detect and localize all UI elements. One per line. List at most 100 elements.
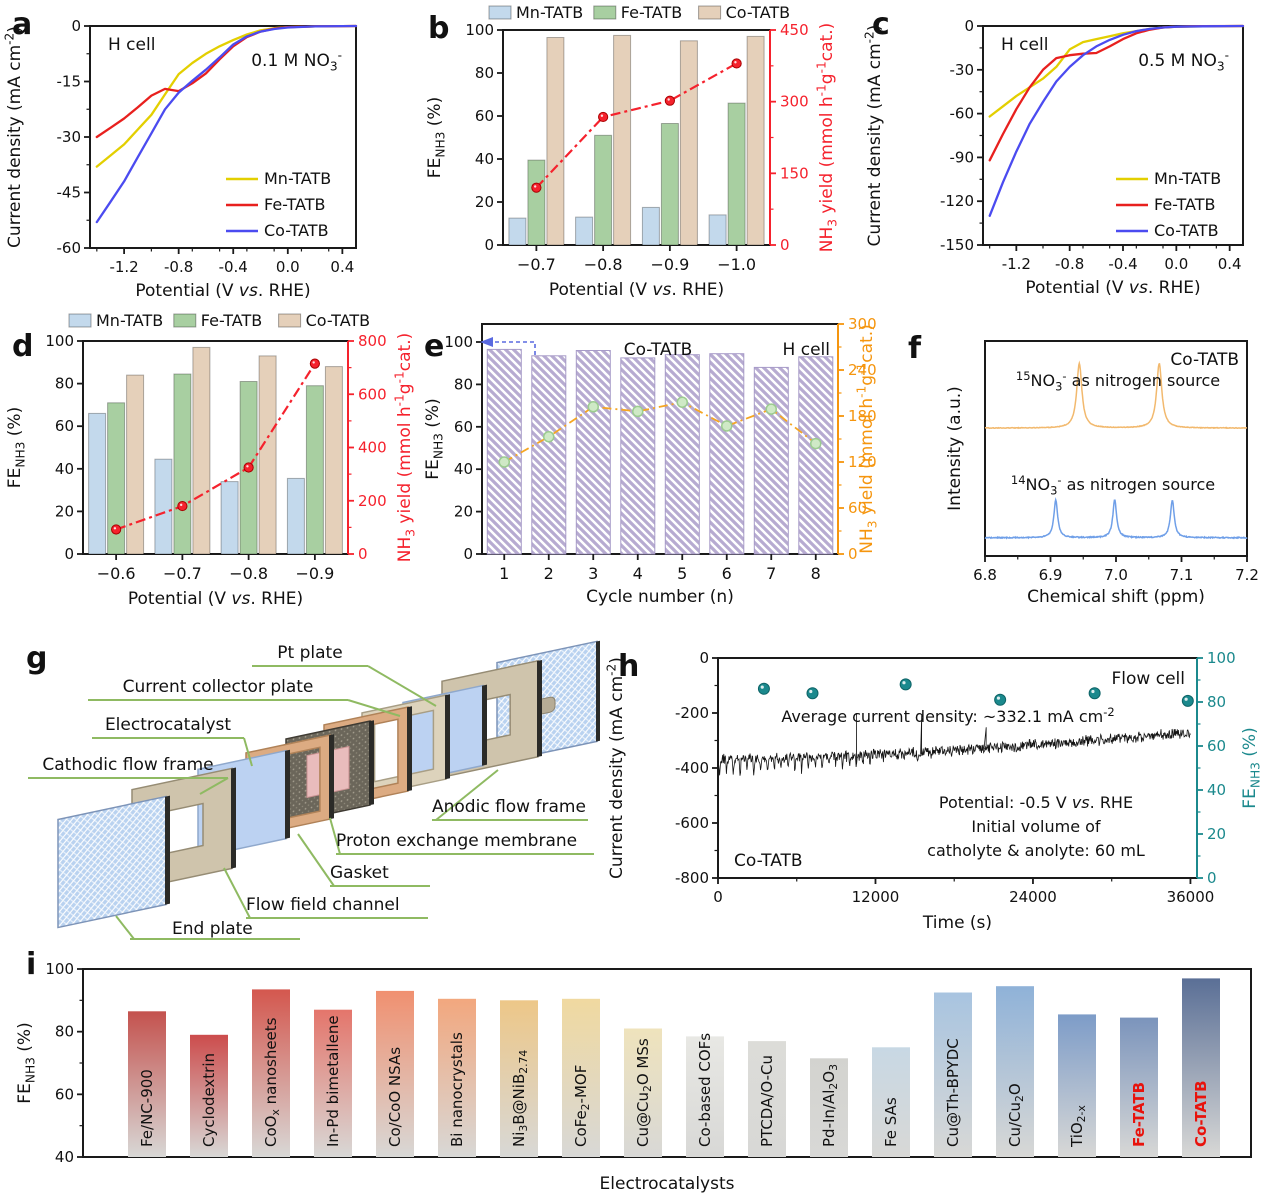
- svg-text:0: 0: [64, 545, 74, 563]
- svg-text:Chemical shift (ppm): Chemical shift (ppm): [1027, 587, 1205, 607]
- svg-text:In-Pd bimetallene: In-Pd bimetallene: [324, 1015, 342, 1147]
- svg-text:−0.9: −0.9: [650, 255, 689, 274]
- svg-text:60: 60: [475, 107, 494, 125]
- svg-text:Co-based COFs: Co-based COFs: [696, 1033, 714, 1147]
- svg-text:600: 600: [358, 385, 387, 403]
- svg-text:-0.4: -0.4: [1108, 255, 1137, 273]
- svg-text:60: 60: [1207, 737, 1226, 755]
- svg-text:Potential (V vs. RHE): Potential (V vs. RHE): [1025, 278, 1200, 298]
- svg-text:Intensity (a.u.): Intensity (a.u.): [945, 386, 965, 511]
- svg-text:Current collector plate: Current collector plate: [123, 677, 314, 697]
- svg-text:Flow field channel: Flow field channel: [246, 895, 400, 915]
- svg-text:−0.7: −0.7: [163, 564, 202, 583]
- svg-text:40: 40: [454, 460, 473, 478]
- svg-text:Proton exchange membrane: Proton exchange membrane: [336, 831, 577, 851]
- panel-letter-i: i: [26, 947, 37, 982]
- svg-text:0: 0: [463, 545, 473, 563]
- svg-text:400: 400: [358, 439, 387, 457]
- svg-text:Anodic flow frame: Anodic flow frame: [432, 797, 586, 817]
- svg-text:0: 0: [71, 17, 81, 35]
- svg-text:-60: -60: [950, 105, 975, 123]
- svg-text:15NO3- as nitrogen source: 15NO3- as nitrogen source: [1016, 369, 1220, 393]
- svg-text:0: 0: [713, 888, 723, 906]
- lsv-chart-05M: -1.2 -0.8 -0.4 0.0 0.4 0 -30 -60 -90 -120 -150 Pote…: [863, 17, 1245, 298]
- svg-text:Electrocatalysts: Electrocatalysts: [600, 1174, 735, 1193]
- svg-text:3: 3: [588, 564, 598, 583]
- panel-letter-f: f: [908, 331, 922, 366]
- svg-text:Initial volume of: Initial volume of: [971, 817, 1101, 836]
- svg-text:60: 60: [454, 418, 473, 436]
- svg-text:Fe/NC-900: Fe/NC-900: [138, 1069, 156, 1147]
- svg-text:12000: 12000: [852, 888, 900, 906]
- svg-text:0: 0: [1207, 869, 1217, 887]
- svg-text:150: 150: [780, 164, 809, 182]
- svg-text:-30: -30: [57, 128, 82, 146]
- svg-text:Current density (mA cm-2): Current density (mA cm-2): [863, 25, 886, 247]
- svg-text:-1.2: -1.2: [1002, 255, 1031, 273]
- svg-text:Mn-TATB: Mn-TATB: [96, 311, 163, 330]
- lsv-chart-01M: -1.2 -0.8 -0.4 0.0 0.4 0 -15 -30 -45 -60 Potential…: [3, 17, 358, 301]
- panel-letter-g: g: [26, 641, 48, 676]
- svg-text:Flow cell: Flow cell: [1112, 669, 1185, 689]
- svg-text:7.0: 7.0: [1104, 566, 1128, 584]
- panel-a: -1.2 -0.8 -0.4 0.0 0.4 0 -15 -30 -45 -60 Potential…: [0, 0, 420, 304]
- svg-text:−0.8: −0.8: [229, 564, 268, 583]
- svg-text:-30: -30: [950, 61, 975, 79]
- svg-text:36000: 36000: [1167, 888, 1215, 906]
- svg-text:FENH3 (%): FENH3 (%): [423, 398, 446, 479]
- svg-text:Potential (V vs. RHE): Potential (V vs. RHE): [135, 281, 310, 300]
- svg-text:FENH3 (%): FENH3 (%): [15, 1022, 38, 1103]
- svg-text:Gasket: Gasket: [330, 863, 389, 883]
- svg-text:H cell: H cell: [1001, 35, 1048, 55]
- flow-cell-diagram: Pt plate Current collector plate Electroca…: [28, 640, 601, 940]
- svg-text:40: 40: [475, 150, 494, 168]
- panel-h: 0 12000 24000 36000 0 -200 -400 -600 -800 0 20 40 60…: [600, 620, 1268, 944]
- svg-text:Current density (mA cm-2): Current density (mA cm-2): [605, 657, 628, 879]
- svg-text:0.0: 0.0: [1164, 255, 1188, 273]
- svg-text:6: 6: [722, 564, 732, 583]
- svg-text:Bi nanocrystals: Bi nanocrystals: [448, 1032, 466, 1147]
- panel-g: Pt plate Current collector plate Electroca…: [0, 622, 601, 944]
- svg-text:100: 100: [465, 21, 494, 39]
- svg-text:Co-TATB: Co-TATB: [734, 851, 803, 871]
- svg-text:Co-TATB: Co-TATB: [624, 340, 693, 360]
- panel-b: Mn-TATB Fe-TATB Co-TATB −0.7 −0.8 −0.9 −1.0 0 20…: [420, 0, 860, 304]
- svg-text:24000: 24000: [1009, 888, 1057, 906]
- svg-text:20: 20: [1207, 825, 1226, 843]
- svg-text:-0.4: -0.4: [219, 258, 248, 276]
- svg-text:-1.2: -1.2: [109, 258, 138, 276]
- svg-text:-200: -200: [675, 704, 709, 722]
- svg-text:Co-TATB: Co-TATB: [264, 221, 329, 240]
- panel-letter-h: h: [618, 649, 640, 684]
- svg-text:0.4: 0.4: [1218, 255, 1242, 273]
- svg-text:Mn-TATB: Mn-TATB: [264, 169, 331, 188]
- svg-text:60: 60: [848, 499, 867, 517]
- svg-text:-800: -800: [675, 869, 709, 887]
- svg-text:14NO3- as nitrogen source: 14NO3- as nitrogen source: [1011, 473, 1215, 497]
- svg-text:Fe-TATB: Fe-TATB: [201, 311, 262, 330]
- svg-text:100: 100: [444, 333, 473, 351]
- svg-text:40: 40: [1207, 781, 1226, 799]
- svg-text:1: 1: [499, 564, 509, 583]
- svg-text:−0.8: −0.8: [584, 255, 623, 274]
- svg-text:-400: -400: [675, 759, 709, 777]
- svg-text:4: 4: [633, 564, 643, 583]
- svg-text:Potential (V vs. RHE): Potential (V vs. RHE): [128, 589, 303, 609]
- svg-text:Average current density: ~332.: Average current density: ~332.1 mA cm-2: [781, 705, 1114, 726]
- svg-text:-15: -15: [57, 73, 82, 91]
- svg-text:FENH3 (%): FENH3 (%): [425, 97, 448, 178]
- svg-text:300: 300: [780, 93, 809, 111]
- panel-d: Mn-TATB Fe-TATB Co-TATB −0.6 −0.7 −0.8 −0.9 0 20…: [0, 308, 420, 624]
- panel-c: -1.2 -0.8 -0.4 0.0 0.4 0 -30 -60 -90 -120 -150 Pote…: [860, 0, 1268, 304]
- svg-text:100: 100: [45, 960, 74, 978]
- svg-text:Current density (mA cm-2): Current density (mA cm-2): [3, 26, 26, 248]
- svg-text:240: 240: [848, 361, 877, 379]
- svg-text:80: 80: [475, 64, 494, 82]
- panel-f: 6.8 6.9 7.0 7.1 7.2 15NO3- as nitrogen source…: [880, 308, 1268, 624]
- panel-letter-b: b: [428, 11, 450, 46]
- svg-text:Fe-TATB: Fe-TATB: [264, 195, 325, 214]
- svg-text:180: 180: [848, 407, 877, 425]
- svg-text:0.4: 0.4: [330, 258, 354, 276]
- svg-text:0: 0: [780, 236, 790, 254]
- svg-text:40: 40: [55, 1148, 74, 1166]
